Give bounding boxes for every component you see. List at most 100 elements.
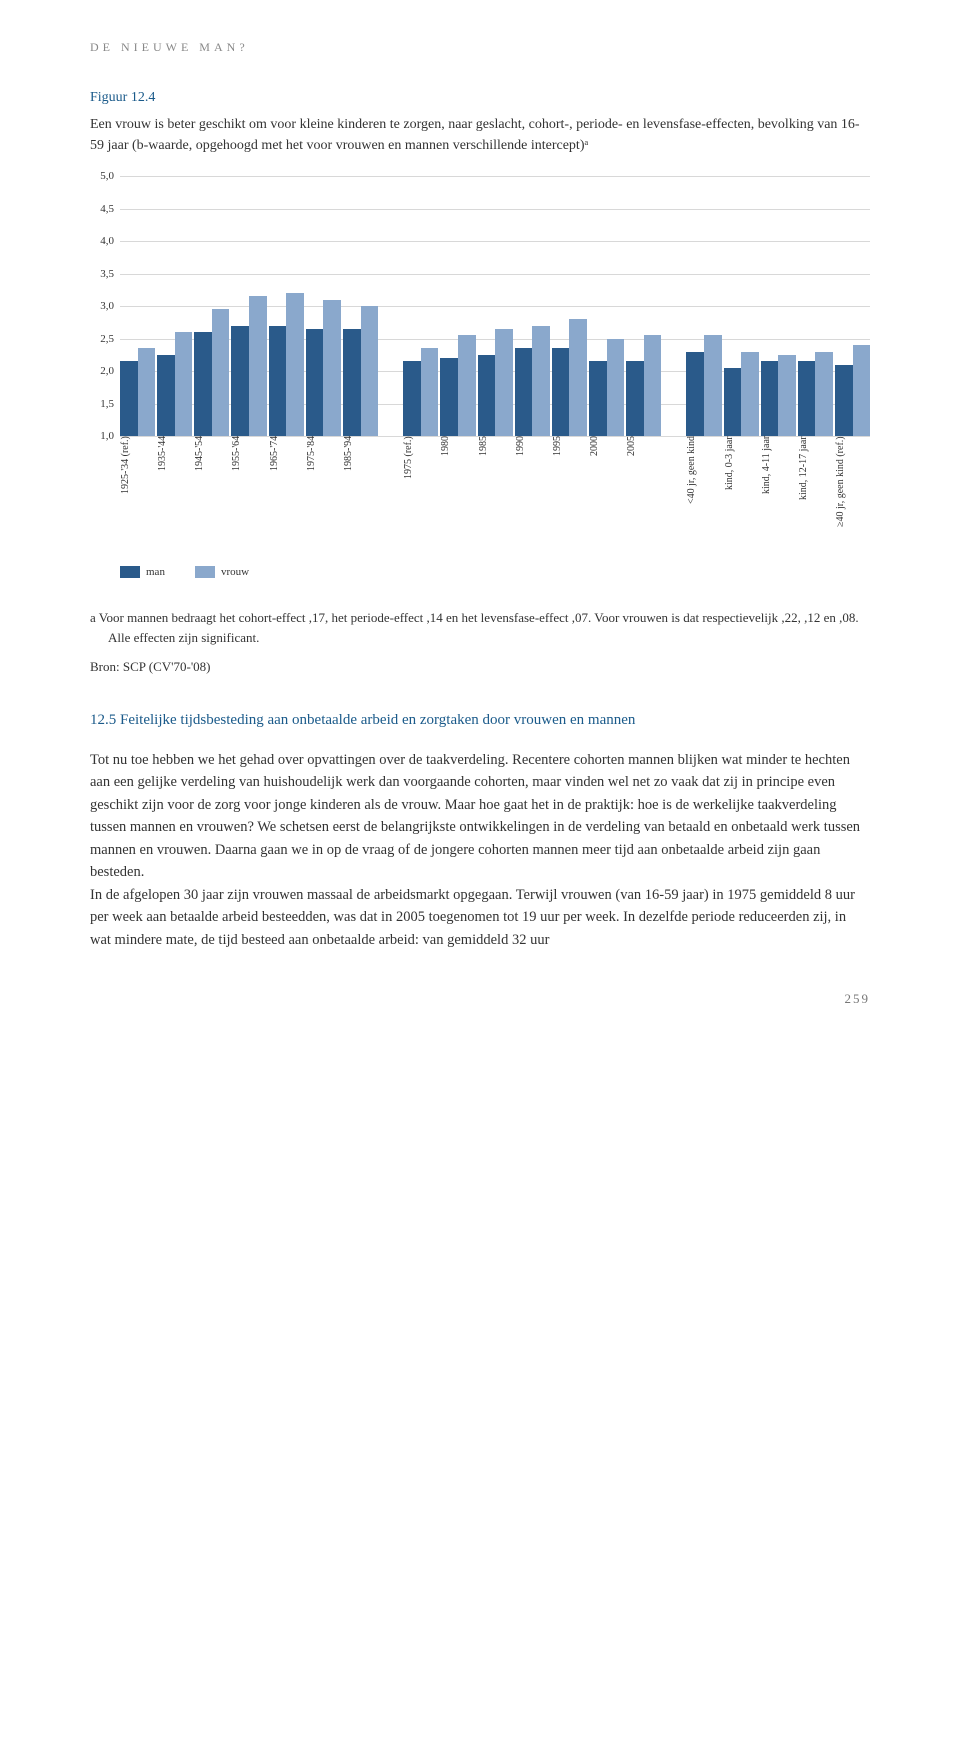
x-label: 1955-'64 — [231, 436, 266, 556]
y-tick: 2,0 — [100, 365, 114, 377]
bar-man — [157, 355, 175, 436]
x-label: kind, 12-17 jaar — [798, 436, 833, 556]
bar-group — [589, 176, 624, 436]
chart-plot — [120, 176, 870, 436]
x-label: 1985-'94 — [343, 436, 378, 556]
bar-vrouw — [778, 355, 796, 436]
y-tick: 3,0 — [100, 300, 114, 312]
bar-group — [157, 176, 192, 436]
x-axis-labels: 1925-'34 (ref.)1935-'441945-'541955-'641… — [120, 436, 870, 556]
x-label: 1925-'34 (ref.) — [120, 436, 155, 556]
x-label: ≥40 jr, geen kind (ref.) — [835, 436, 870, 556]
bar-man — [231, 326, 249, 437]
x-label: 2005 — [626, 436, 661, 556]
bar-vrouw — [249, 296, 267, 436]
x-label: 2000 — [589, 436, 624, 556]
bar-vrouw — [607, 339, 625, 437]
y-tick: 5,0 — [100, 170, 114, 182]
legend-label: man — [146, 566, 165, 578]
bar-group — [724, 176, 759, 436]
bar-man — [761, 361, 779, 436]
bar-vrouw — [138, 348, 156, 436]
body-text: Tot nu toe hebben we het gehad over opva… — [90, 749, 870, 951]
bar-vrouw — [323, 300, 341, 437]
bar-group — [552, 176, 587, 436]
bar-group — [120, 176, 155, 436]
bar-group — [478, 176, 513, 436]
bar-group — [798, 176, 833, 436]
bars — [120, 176, 870, 436]
bar-group — [269, 176, 304, 436]
bar-man — [589, 361, 607, 436]
bar-vrouw — [853, 345, 871, 436]
bar-man — [686, 352, 704, 437]
bar-vrouw — [704, 335, 722, 436]
bar-group — [686, 176, 721, 436]
bar-vrouw — [741, 352, 759, 437]
paragraph: In de afgelopen 30 jaar zijn vrouwen mas… — [90, 884, 870, 951]
y-tick: 2,5 — [100, 333, 114, 345]
legend-label: vrouw — [221, 566, 249, 578]
x-label: 1975-'84 — [306, 436, 341, 556]
y-tick: 3,5 — [100, 268, 114, 280]
bar-vrouw — [458, 335, 476, 436]
bar-group — [306, 176, 341, 436]
bar-chart: 1,01,52,02,53,03,54,04,55,0 1925-'34 (re… — [90, 176, 870, 556]
bar-man — [552, 348, 570, 436]
bar-group — [403, 176, 438, 436]
x-label: kind, 4-11 jaar — [761, 436, 796, 556]
bar-vrouw — [212, 309, 230, 436]
page-number: 259 — [90, 991, 870, 1007]
bar-group — [515, 176, 550, 436]
bar-vrouw — [286, 293, 304, 436]
figure-description: Een vrouw is beter geschikt om voor klei… — [90, 114, 870, 156]
bar-man — [515, 348, 533, 436]
bar-group — [194, 176, 229, 436]
bar-group — [231, 176, 266, 436]
legend: man vrouw — [120, 566, 870, 578]
y-axis: 1,01,52,02,53,03,54,04,55,0 — [90, 176, 120, 436]
bar-man — [724, 368, 742, 436]
y-tick: 4,0 — [100, 235, 114, 247]
x-label: 1965-'74 — [269, 436, 304, 556]
footnote: a Voor mannen bedraagt het cohort-effect… — [90, 608, 870, 647]
bar-vrouw — [361, 306, 379, 436]
bar-man — [343, 329, 361, 436]
source: Bron: SCP (CV'70-'08) — [90, 659, 870, 675]
bar-group — [761, 176, 796, 436]
bar-man — [798, 361, 816, 436]
x-label: 1990 — [515, 436, 550, 556]
x-label: <40 jr, geen kind — [686, 436, 721, 556]
legend-swatch — [195, 566, 215, 578]
x-label: 1975 (ref.) — [403, 436, 438, 556]
bar-vrouw — [815, 352, 833, 437]
legend-swatch — [120, 566, 140, 578]
x-label: 1995 — [552, 436, 587, 556]
bar-man — [835, 365, 853, 437]
bar-group — [343, 176, 378, 436]
x-label: kind, 0-3 jaar — [724, 436, 759, 556]
bar-vrouw — [495, 329, 513, 436]
bar-man — [626, 361, 644, 436]
paragraph: Tot nu toe hebben we het gehad over opva… — [90, 749, 870, 884]
bar-vrouw — [532, 326, 550, 437]
x-label: 1945-'54 — [194, 436, 229, 556]
bar-group — [835, 176, 870, 436]
y-tick: 4,5 — [100, 203, 114, 215]
running-header: DE NIEUWE MAN? — [90, 40, 870, 55]
section-heading: 12.5 Feitelijke tijdsbesteding aan onbet… — [90, 710, 870, 731]
figure-label: Figuur 12.4 — [90, 90, 870, 106]
bar-vrouw — [421, 348, 439, 436]
legend-item: vrouw — [195, 566, 249, 578]
x-label: 1935-'44 — [157, 436, 192, 556]
bar-man — [306, 329, 324, 436]
bar-man — [440, 358, 458, 436]
x-label: 1985 — [478, 436, 513, 556]
x-label: 1980 — [440, 436, 475, 556]
bar-vrouw — [644, 335, 662, 436]
bar-vrouw — [569, 319, 587, 436]
bar-man — [194, 332, 212, 436]
y-tick: 1,5 — [100, 398, 114, 410]
bar-man — [269, 326, 287, 437]
legend-item: man — [120, 566, 165, 578]
